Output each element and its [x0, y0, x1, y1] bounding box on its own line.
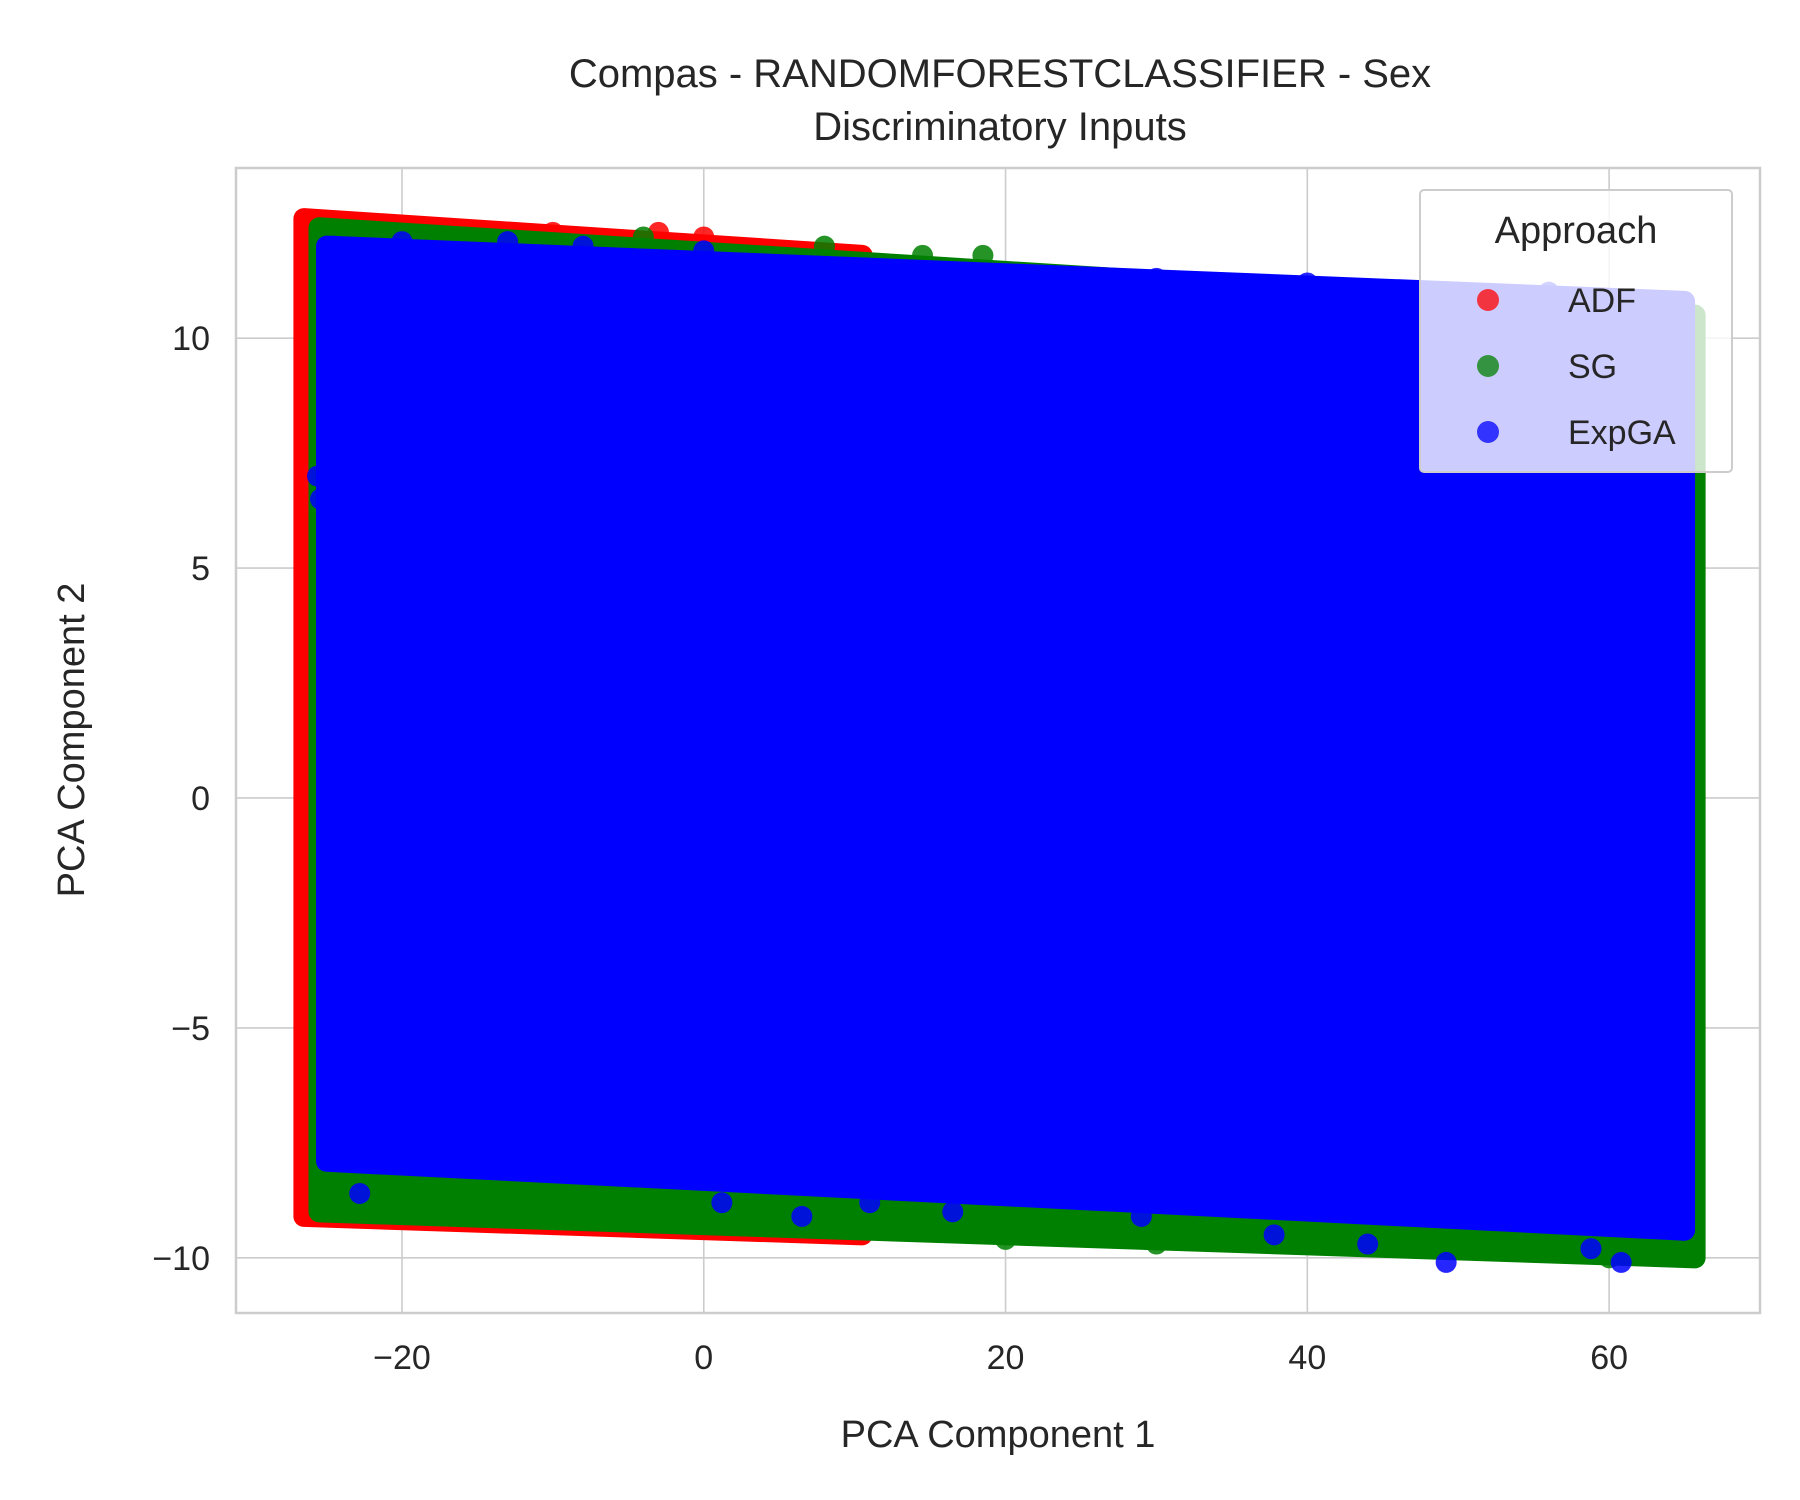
legend-label-expga: ExpGA — [1568, 414, 1676, 452]
series-sg-point — [1145, 1233, 1167, 1255]
legend-marker-sg — [1477, 355, 1499, 377]
y-tick-label: −10 — [152, 1240, 210, 1278]
series-expga-point — [391, 231, 413, 253]
legend-box — [1419, 189, 1733, 473]
y-tick-label: 10 — [172, 320, 210, 358]
series-sg-point — [813, 235, 835, 257]
series-expga-point — [1580, 1238, 1602, 1260]
y-tick-label: −5 — [171, 1010, 210, 1048]
series-expga-point — [844, 258, 866, 280]
legend-marker-adf — [1477, 289, 1499, 311]
series-sg-point — [1447, 1238, 1469, 1260]
y-tick-labels: −10 −5 0 5 10 — [152, 320, 210, 1278]
series-expga-point — [497, 231, 519, 253]
series-sg-point — [632, 226, 654, 248]
x-axis-label: PCA Component 1 — [841, 1414, 1156, 1456]
series-expga-point — [1130, 1205, 1152, 1227]
legend-items: ADF SG ExpGA — [1477, 282, 1676, 452]
series-expga-point — [572, 235, 594, 257]
series-expga-point — [1610, 1251, 1632, 1273]
series-expga-point — [791, 1205, 813, 1227]
chart-title-line-2: Discriminatory Inputs — [813, 105, 1186, 149]
chart-title-line-1: Compas - RANDOMFORESTCLASSIFIER - Sex — [569, 52, 1431, 96]
legend: Approach ADF SG ExpGA — [1419, 189, 1733, 473]
x-tick-label: 60 — [1590, 1339, 1628, 1377]
legend-marker-expga — [1477, 421, 1499, 443]
legend-label-adf: ADF — [1568, 282, 1636, 320]
series-expga-point — [323, 235, 345, 257]
y-tick-label: 5 — [191, 550, 210, 588]
series-expga-point-cloud — [316, 235, 1696, 1241]
series-expga-point — [1435, 1251, 1457, 1273]
series-expga-point — [859, 1192, 881, 1214]
series-sg-point — [995, 1228, 1017, 1250]
x-tick-label: 40 — [1288, 1339, 1326, 1377]
series-expga-point — [306, 465, 328, 487]
series-sg-point — [1296, 1233, 1318, 1255]
series-expga-point — [711, 1192, 733, 1214]
x-tick-label: 0 — [694, 1339, 713, 1377]
series-sg-point — [311, 1192, 333, 1214]
series-expga-point — [309, 488, 331, 510]
series-expga-point — [1145, 267, 1167, 289]
series-expga-point — [942, 1201, 964, 1223]
series-expga-point — [1671, 603, 1693, 625]
series-expga-point — [349, 1182, 371, 1204]
series-expga-point — [693, 240, 715, 262]
y-axis-label: PCA Component 2 — [51, 583, 93, 898]
x-tick-label: 20 — [987, 1339, 1025, 1377]
series-expga-point — [1357, 1233, 1379, 1255]
plot-frame — [234, 166, 1762, 1315]
series-expga-point — [995, 263, 1017, 285]
series-sg-point — [972, 244, 994, 266]
y-tick-label: 0 — [191, 780, 210, 818]
series-expga-point — [1263, 1224, 1285, 1246]
legend-title: Approach — [1495, 210, 1658, 252]
legend-label-sg: SG — [1568, 348, 1617, 386]
x-tick-label: −20 — [373, 1339, 431, 1377]
x-tick-labels: −20 0 20 40 60 — [373, 1339, 1628, 1377]
chart-title: Compas - RANDOMFORESTCLASSIFIER - Sex Di… — [569, 52, 1431, 149]
series-expga-point — [1296, 272, 1318, 294]
data-series-layer — [293, 208, 1706, 1273]
series-expga-point — [1671, 925, 1693, 947]
series-expga-point — [1669, 1155, 1691, 1177]
